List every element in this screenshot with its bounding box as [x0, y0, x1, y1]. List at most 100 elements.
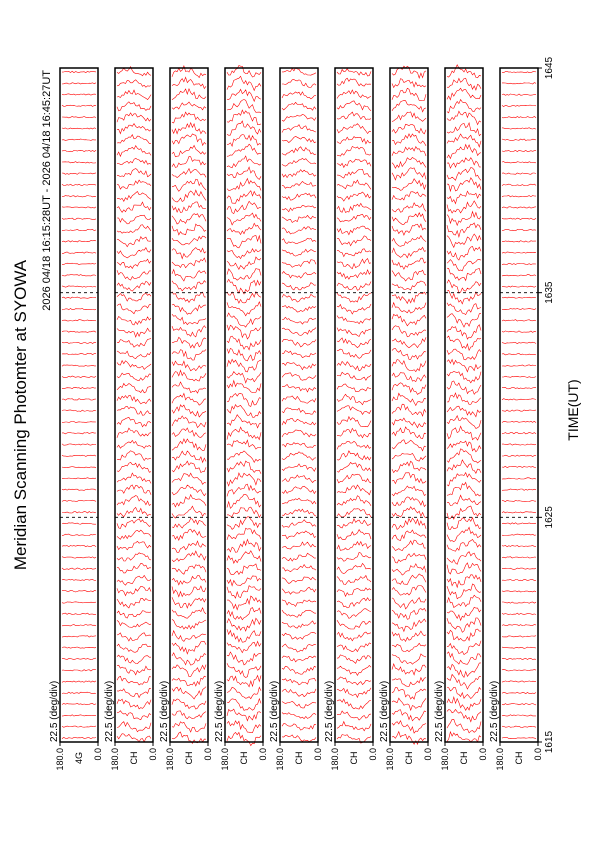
- trace: [171, 223, 207, 236]
- trace: [446, 551, 482, 565]
- trace: [336, 371, 372, 381]
- trace: [281, 226, 317, 235]
- trace: [61, 172, 97, 175]
- trace: [281, 146, 317, 156]
- trace: [446, 98, 482, 114]
- trace: [117, 338, 152, 348]
- trace: [61, 116, 97, 119]
- trace: [501, 195, 537, 198]
- trace: [61, 601, 97, 604]
- trace: [501, 285, 537, 288]
- trace: [446, 594, 482, 608]
- trace: [336, 100, 372, 112]
- trace: [61, 138, 96, 141]
- trace: [226, 335, 262, 351]
- y-tick-label: 180.0: [220, 748, 230, 771]
- trace: [281, 519, 317, 528]
- trace: [501, 330, 537, 333]
- trace: [281, 237, 317, 244]
- trace: [61, 398, 97, 401]
- trace: [281, 293, 317, 303]
- y-tick-label: 180.0: [55, 748, 65, 771]
- trace: [391, 178, 427, 191]
- trace: [116, 610, 152, 619]
- trace: [116, 79, 152, 88]
- trace: [501, 161, 537, 164]
- trace: [226, 640, 262, 654]
- trace: [281, 248, 317, 257]
- trace: [62, 590, 97, 593]
- trace: [171, 629, 207, 642]
- trace: [446, 392, 482, 405]
- trace: [281, 180, 317, 189]
- trace: [391, 202, 427, 213]
- trace: [281, 552, 317, 562]
- trace: [502, 578, 536, 581]
- trace: [391, 719, 427, 734]
- trace: [171, 686, 207, 700]
- trace: [171, 710, 207, 720]
- trace: [391, 359, 427, 373]
- trace: [391, 191, 427, 201]
- scale-label: 22.5 (deg/div): [49, 681, 60, 742]
- trace: [171, 404, 207, 418]
- trace: [116, 585, 152, 597]
- trace: [226, 234, 262, 249]
- trace: [116, 246, 152, 259]
- trace: [171, 111, 207, 124]
- trace: [226, 550, 262, 564]
- trace: [171, 427, 207, 438]
- trace: [226, 134, 262, 147]
- trace: [226, 472, 262, 487]
- trace: [391, 496, 427, 508]
- trace: [336, 77, 372, 87]
- trace: [337, 235, 372, 247]
- trace: [226, 651, 262, 666]
- trace: [446, 459, 482, 474]
- trace: [226, 120, 262, 136]
- trace: [226, 65, 262, 78]
- trace: [62, 432, 97, 435]
- trace: [226, 617, 262, 632]
- trace: [61, 545, 97, 548]
- trace: [446, 481, 482, 497]
- trace: [501, 319, 537, 322]
- trace: [226, 516, 262, 530]
- trace: [61, 737, 97, 740]
- trace: [281, 643, 317, 653]
- trace: [116, 688, 152, 699]
- trace: [336, 620, 372, 630]
- trace: [336, 631, 372, 642]
- trace: [501, 409, 537, 412]
- trace: [171, 619, 207, 630]
- trace: [391, 280, 427, 291]
- trace: [61, 624, 97, 627]
- trace: [281, 407, 317, 415]
- trace: [171, 460, 207, 474]
- trace: [281, 734, 317, 743]
- trace: [171, 360, 207, 372]
- trace: [501, 387, 537, 390]
- trace: [391, 663, 427, 676]
- trace: [281, 609, 317, 618]
- trace: [281, 463, 317, 472]
- trace: [391, 392, 427, 407]
- trace: [226, 109, 262, 125]
- trace: [282, 67, 317, 76]
- trace: [391, 563, 427, 576]
- trace: [281, 91, 317, 100]
- trace: [226, 674, 262, 688]
- trace: [116, 620, 152, 628]
- trace: [61, 466, 97, 469]
- trace: [502, 601, 537, 604]
- trace: [116, 643, 152, 653]
- trace: [116, 168, 152, 178]
- trace: [171, 133, 207, 147]
- trace: [171, 257, 207, 269]
- trace: [171, 652, 207, 666]
- trace: [226, 324, 262, 340]
- trace: [171, 369, 207, 382]
- trace: [391, 709, 427, 722]
- trace: [116, 450, 152, 462]
- trace: [391, 133, 427, 147]
